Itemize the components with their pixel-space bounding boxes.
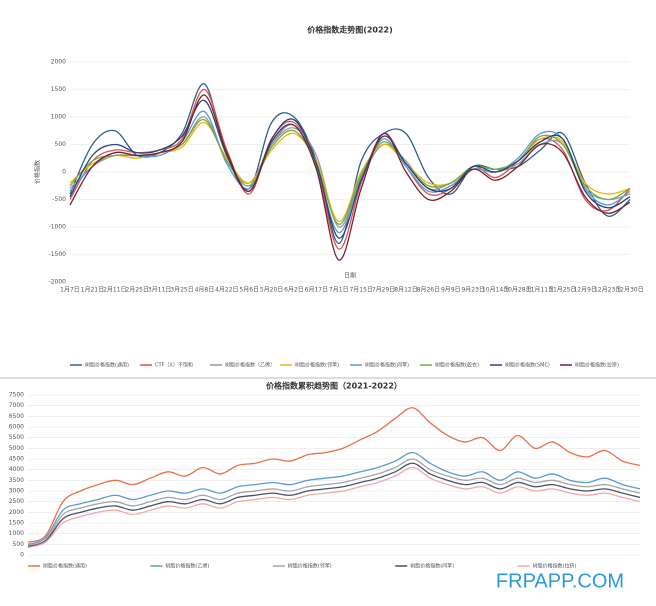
- series-line: [27, 451, 641, 545]
- y-tick-label: 3500: [9, 477, 24, 484]
- x-tick-label: 11月11日: [527, 287, 554, 294]
- x-tick-label: 12月30日: [616, 287, 643, 294]
- series-line: [69, 110, 631, 234]
- x-tick-label: 4月22日: [215, 287, 238, 294]
- series-line: [27, 462, 641, 548]
- y-tick-label: 7000: [9, 402, 24, 409]
- y-tick-label: 500: [55, 141, 67, 148]
- legend-label: 树脂价格指数(间苯): [365, 362, 409, 369]
- y-tick-label: 4500: [9, 456, 24, 463]
- legend-label: 树脂价格指数(通用): [43, 563, 87, 570]
- x-tick-label: 5月20日: [260, 287, 283, 294]
- y-tick-label: -2000: [49, 279, 67, 286]
- y-tick-label: 1500: [51, 86, 66, 93]
- y-tick-label: 1500: [9, 520, 24, 527]
- y-tick-label: 4000: [9, 466, 24, 473]
- y-tick-label: 0: [62, 169, 66, 176]
- legend-label: 树脂价格指数(SMC): [505, 362, 550, 369]
- watermark: FRPAPP.COM: [496, 570, 624, 592]
- y-tick-label: 500: [13, 541, 25, 548]
- legend-label: 树脂价格指数(乙烯): [165, 563, 209, 570]
- y-tick-label: 0: [20, 552, 24, 559]
- y-tick-label: -1500: [49, 251, 67, 258]
- legend-label: 树脂价格指数(邻苯): [288, 563, 332, 570]
- y-tick-label: 1000: [9, 530, 24, 537]
- x-tick-label: 2月25日: [125, 287, 148, 294]
- legend-label: 树脂价格指数(间苯): [410, 563, 454, 570]
- x-tick-label: 9月9日: [441, 287, 461, 294]
- series-line: [69, 94, 631, 261]
- x-tick-label: 6月2日: [284, 287, 304, 294]
- x-axis-label: 日期: [344, 272, 356, 280]
- x-tick-label: 10月28日: [504, 287, 531, 294]
- chart-title: 价格指数走势图(2022): [307, 25, 393, 35]
- y-tick-label: 2500: [9, 498, 24, 505]
- y-tick-label: 2000: [9, 509, 24, 516]
- x-tick-label: 5月6日: [239, 287, 259, 294]
- series-line: [69, 99, 631, 239]
- series-line: [27, 466, 641, 549]
- x-tick-label: 11月25日: [549, 287, 576, 294]
- y-tick-label: -500: [52, 196, 66, 203]
- x-tick-label: 10月14日: [482, 287, 509, 294]
- y-tick-label: 5500: [9, 434, 24, 441]
- x-tick-label: 3月25日: [170, 287, 193, 294]
- y-tick-label: -1000: [49, 224, 67, 231]
- x-tick-label: 12月23日: [594, 287, 621, 294]
- x-tick-label: 8月26日: [417, 287, 440, 294]
- x-tick-label: 8月12日: [394, 287, 417, 294]
- y-axis-label: 价格指数: [34, 160, 42, 184]
- legend-label: 树脂价格指数(胶衣): [435, 362, 479, 369]
- x-tick-label: 7月29日: [372, 287, 395, 294]
- y-tick-label: 5000: [9, 445, 24, 452]
- x-tick-label: 2月11日: [103, 287, 126, 294]
- x-tick-label: 12月9日: [573, 287, 596, 294]
- y-tick-label: 1000: [51, 114, 66, 121]
- series-line: [27, 458, 641, 547]
- x-tick-label: 1月21日: [81, 287, 104, 294]
- legend-label: CTF（X）不饱和: [155, 362, 193, 369]
- series-line: [27, 407, 641, 543]
- chart-title: 价格指数累积趋势图（2021-2022）: [266, 381, 402, 391]
- x-tick-label: 4月8日: [195, 287, 215, 294]
- x-tick-label: 1月7日: [60, 287, 80, 294]
- y-tick-label: 6500: [9, 413, 24, 420]
- legend-label: 树脂价格指数(拉挤): [575, 362, 619, 369]
- y-tick-label: 3000: [9, 488, 24, 495]
- x-tick-label: 7月1日: [329, 287, 349, 294]
- legend-label: 树脂价格指数(拉挤): [533, 563, 577, 570]
- legend-label: 树脂价格指数(邻苯): [295, 362, 339, 369]
- legend-label: 树脂价格指数(通用): [85, 362, 129, 369]
- y-tick-label: 7500: [9, 392, 24, 399]
- x-tick-label: 7月15日: [349, 287, 372, 294]
- x-tick-label: 3月11日: [148, 287, 171, 294]
- x-tick-label: 6月17日: [305, 287, 328, 294]
- y-tick-label: 6000: [9, 424, 24, 431]
- y-tick-label: 2000: [51, 59, 66, 66]
- legend-label: 树脂价格指数（乙烯）: [225, 362, 275, 369]
- x-tick-label: 9月23日: [461, 287, 484, 294]
